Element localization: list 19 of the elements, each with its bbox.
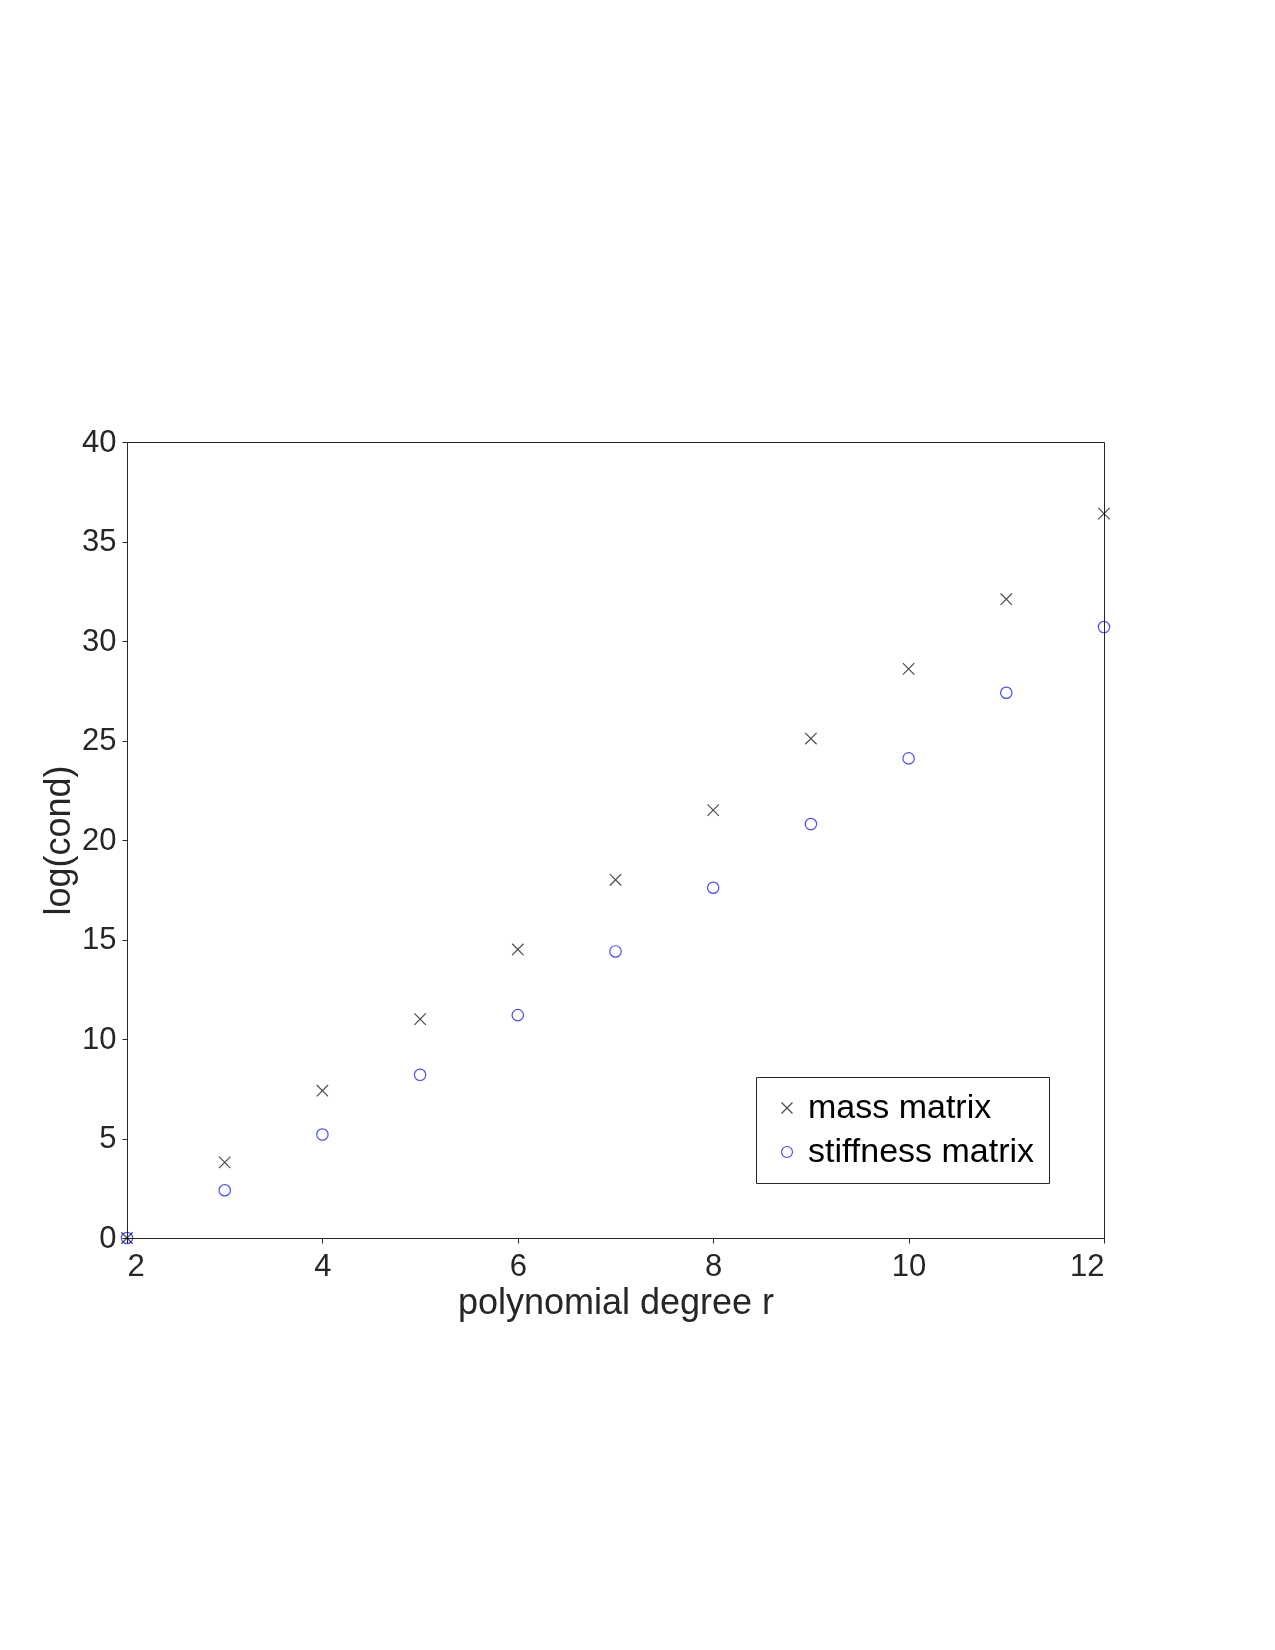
legend-label: stiffness matrix	[808, 1131, 1035, 1169]
y-tick-label: 5	[99, 1120, 117, 1155]
x-axis-title: polynomial degree r	[457, 1280, 775, 1322]
y-tick-label: 20	[82, 821, 117, 857]
x-tick-label: 4	[314, 1247, 332, 1283]
y-tick-label: 30	[82, 622, 117, 658]
y-tick-label: 40	[82, 423, 117, 459]
x-tick-label: 6	[509, 1247, 527, 1283]
x-tick-label: 8	[705, 1247, 723, 1283]
y-tick-label: 15	[82, 921, 117, 956]
y-tick-label: 10	[82, 1020, 117, 1056]
y-tick-label: 0	[99, 1219, 117, 1255]
x-tick-label: 12	[1070, 1247, 1105, 1283]
x-tick-label: 2	[127, 1247, 145, 1283]
y-tick-label: 35	[82, 523, 117, 558]
x-tick-label: 10	[891, 1247, 927, 1283]
legend-label: mass matrix	[808, 1087, 992, 1125]
y-axis-title: log(cond)	[37, 765, 79, 916]
y-tick-label: 25	[82, 722, 117, 757]
